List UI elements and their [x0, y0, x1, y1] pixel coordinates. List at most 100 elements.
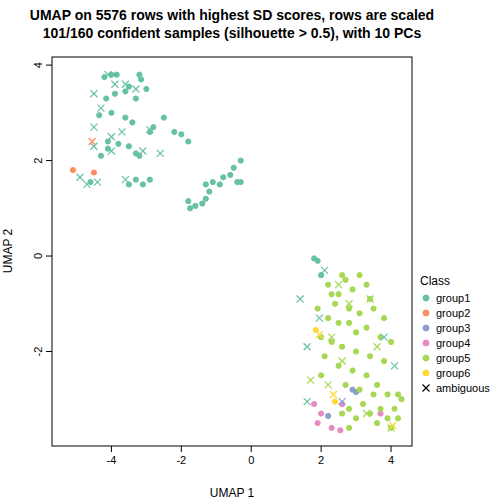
point [315, 420, 320, 425]
point [326, 282, 331, 287]
point [350, 368, 355, 373]
legend-label: ambiguous [436, 382, 490, 394]
point [108, 133, 115, 140]
point [367, 295, 374, 302]
point [371, 392, 376, 397]
point [122, 176, 129, 183]
y-tick-label: 2 [32, 158, 44, 164]
y-axis-label: UMAP 2 [1, 228, 15, 273]
point [333, 399, 338, 404]
point [391, 362, 398, 369]
point [363, 410, 370, 417]
point [186, 139, 191, 144]
point [157, 150, 164, 157]
y-tick-label: 4 [32, 62, 44, 68]
point [364, 282, 369, 287]
point [381, 334, 388, 341]
subtitle: 101/160 confident samples (silhouette > … [43, 25, 422, 41]
y-tick [46, 65, 52, 66]
point [76, 174, 83, 181]
legend-label: group1 [436, 292, 470, 304]
point [316, 331, 323, 338]
point [395, 392, 400, 397]
point [378, 406, 383, 411]
point [90, 124, 97, 131]
point [231, 165, 236, 170]
point [395, 416, 400, 421]
point [97, 113, 102, 118]
point [336, 292, 341, 297]
y-tick-label: 0 [32, 253, 44, 259]
point [367, 354, 372, 359]
point [133, 96, 138, 101]
x-tick [321, 446, 322, 452]
legend-key [423, 295, 429, 301]
point [304, 398, 311, 405]
point [329, 292, 334, 297]
point [385, 392, 390, 397]
x-tick-label: -4 [107, 454, 117, 466]
legend-key [423, 310, 429, 316]
point [312, 401, 317, 406]
point [385, 416, 390, 421]
point [319, 411, 324, 416]
point [364, 325, 369, 330]
point [118, 128, 125, 135]
legend-title: Class [420, 274, 450, 288]
point [353, 416, 358, 421]
point [353, 349, 358, 354]
point [338, 428, 343, 433]
point [144, 86, 149, 91]
point [353, 330, 358, 335]
x-tick [391, 446, 392, 452]
point [339, 273, 344, 278]
point [297, 295, 304, 302]
legend-key [423, 355, 429, 361]
point [374, 382, 379, 387]
x-axis-label: UMAP 1 [210, 486, 255, 500]
point [123, 115, 128, 120]
y-tick-label: -2 [32, 347, 44, 357]
legend-label: group5 [436, 352, 470, 364]
y-tick [46, 256, 52, 257]
point [116, 141, 121, 146]
point [90, 90, 97, 97]
point [207, 189, 212, 194]
point [381, 315, 386, 320]
point [139, 148, 146, 155]
point [130, 120, 135, 125]
point [329, 339, 334, 344]
point [360, 401, 365, 406]
point [238, 158, 243, 163]
point [339, 344, 344, 349]
point [70, 168, 75, 173]
legend-label: group2 [436, 307, 470, 319]
point [139, 77, 144, 82]
point [371, 306, 376, 311]
legend-label: group3 [436, 322, 470, 334]
point [147, 177, 152, 182]
point [322, 354, 327, 359]
point [374, 420, 379, 425]
point [112, 91, 117, 96]
point [333, 301, 338, 306]
point [132, 85, 139, 92]
point [203, 182, 208, 187]
point [140, 182, 145, 187]
legend-key [423, 325, 429, 331]
point [325, 381, 332, 388]
x-tick-label: -2 [176, 454, 186, 466]
point [187, 206, 192, 211]
title: UMAP on 5576 rows with highest SD scores… [30, 7, 434, 23]
legend-label: group4 [436, 337, 470, 349]
point [172, 129, 177, 134]
point [321, 267, 328, 274]
point [364, 373, 369, 378]
point [217, 182, 222, 187]
point [315, 306, 320, 311]
point [339, 411, 344, 416]
point [357, 311, 362, 316]
point [114, 72, 119, 77]
point [346, 425, 351, 430]
point [392, 406, 397, 411]
